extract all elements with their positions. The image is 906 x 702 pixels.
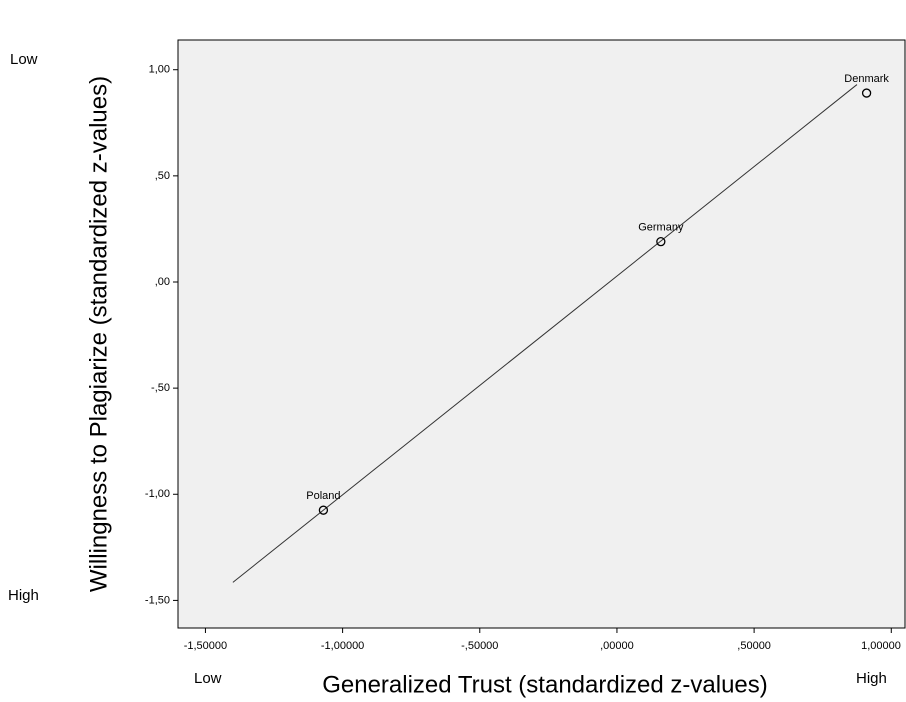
point xyxy=(861,88,872,98)
y-axis-title: Willingness to Plagiarize (standardized … xyxy=(85,76,112,592)
y-tick-label: -1,00 xyxy=(145,488,170,500)
x-annotation: High xyxy=(856,670,887,687)
y-annotation: High xyxy=(8,587,39,604)
y-tick-label: ,50 xyxy=(155,170,170,182)
y-tick-label: -,50 xyxy=(151,382,170,394)
plot-area xyxy=(177,39,906,629)
point xyxy=(318,505,329,515)
x-tick-label: 1,00000 xyxy=(861,640,901,652)
y-tick-label: -1,50 xyxy=(145,594,170,606)
y-annotation: Low xyxy=(10,51,38,68)
fit-line xyxy=(232,84,858,583)
y-tick-label: 1,00 xyxy=(149,64,170,76)
point-label: Poland xyxy=(306,490,340,502)
x-annotation: Low xyxy=(194,670,222,687)
x-tick-label: -,50000 xyxy=(461,640,498,652)
point-label: Germany xyxy=(638,222,684,234)
x-tick-label: -1,00000 xyxy=(321,640,364,652)
x-axis-title: Generalized Trust (standardized z-values… xyxy=(322,671,768,698)
x-tick-label: ,50000 xyxy=(737,640,771,652)
x-tick-label: -1,50000 xyxy=(184,640,227,652)
point xyxy=(656,237,666,247)
x-tick-label: ,00000 xyxy=(600,640,634,652)
point-label: Denmark xyxy=(844,73,889,85)
y-tick-label: ,00 xyxy=(155,276,170,288)
